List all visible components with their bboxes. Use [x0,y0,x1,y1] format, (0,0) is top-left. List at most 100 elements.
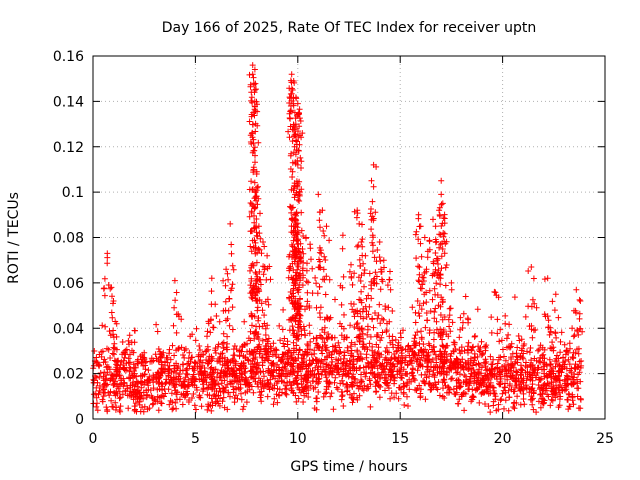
data-point [288,209,295,216]
data-point [247,282,254,289]
data-point [307,245,314,252]
data-point [294,266,301,273]
data-point [189,331,196,338]
data-point [313,304,320,311]
data-point [159,381,166,388]
data-point [292,256,299,262]
data-point [255,331,262,338]
data-point [387,366,394,373]
chart-title: Day 166 of 2025, Rate Of TEC Index for r… [162,20,537,36]
data-point [128,392,135,399]
data-point [575,385,582,392]
data-point [330,406,337,413]
data-point [306,330,313,337]
data-point [368,285,375,292]
data-point [99,398,106,405]
data-point [435,379,442,385]
data-point [257,210,263,217]
data-point [298,331,305,338]
data-point [450,386,457,393]
data-point [455,377,462,384]
data-point [331,367,338,374]
data-point [392,336,399,343]
data-point [297,118,304,124]
data-point [353,365,360,372]
data-point [162,362,168,369]
data-point [114,368,121,375]
data-point [476,399,483,406]
data-point [107,285,114,292]
data-point [362,373,369,380]
data-point [529,395,536,402]
data-point [281,343,288,350]
data-point [300,272,307,279]
data-point [569,394,576,401]
data-point [438,370,445,377]
data-point [110,344,117,351]
data-point [300,399,307,405]
data-point [432,223,439,230]
data-point [280,340,287,347]
data-point [92,390,99,397]
data-point [257,276,264,283]
data-point [567,345,573,352]
data-point [453,389,460,396]
data-point [423,299,430,306]
data-point [448,279,455,286]
data-point [252,159,258,166]
data-point [155,356,162,363]
data-point [474,306,481,313]
data-point [448,376,454,383]
data-point [423,289,430,296]
data-point [550,379,557,386]
data-point [514,344,521,351]
data-point [277,337,284,344]
data-point [399,352,405,359]
data-point [103,404,110,411]
data-point [231,372,238,378]
data-point [541,311,548,318]
data-point [519,386,526,393]
data-point [471,357,478,364]
data-point [404,393,410,400]
data-point [557,382,564,388]
data-point [502,367,508,374]
data-point [236,353,243,360]
data-point [340,325,347,332]
data-point [441,360,448,367]
data-point [279,389,285,396]
y-tick-label: 0.12 [53,140,84,156]
data-point [565,356,572,363]
data-point [468,370,475,377]
data-point [247,328,254,335]
data-point [98,353,105,360]
data-point [251,375,258,382]
data-point [360,315,367,322]
data-point [436,392,443,399]
data-point [287,115,294,122]
data-point [326,369,333,376]
data-point [297,275,304,281]
data-point [575,331,582,338]
data-point [317,224,323,231]
data-point [96,373,103,380]
data-point [578,362,585,369]
data-point [457,365,464,372]
data-point [154,328,161,335]
data-point [125,337,132,344]
data-point [431,315,438,322]
data-point [356,392,363,399]
data-point [500,346,506,353]
data-point [341,352,348,359]
data-point [120,364,127,371]
data-point [421,234,428,241]
data-point [451,341,458,348]
y-axis-label: ROTI / TECUs [6,192,22,284]
data-point [288,186,295,193]
data-point [112,358,119,365]
data-point [438,223,445,229]
data-point [462,293,469,300]
data-point [258,300,265,307]
data-point [157,369,164,376]
data-point [529,334,536,341]
